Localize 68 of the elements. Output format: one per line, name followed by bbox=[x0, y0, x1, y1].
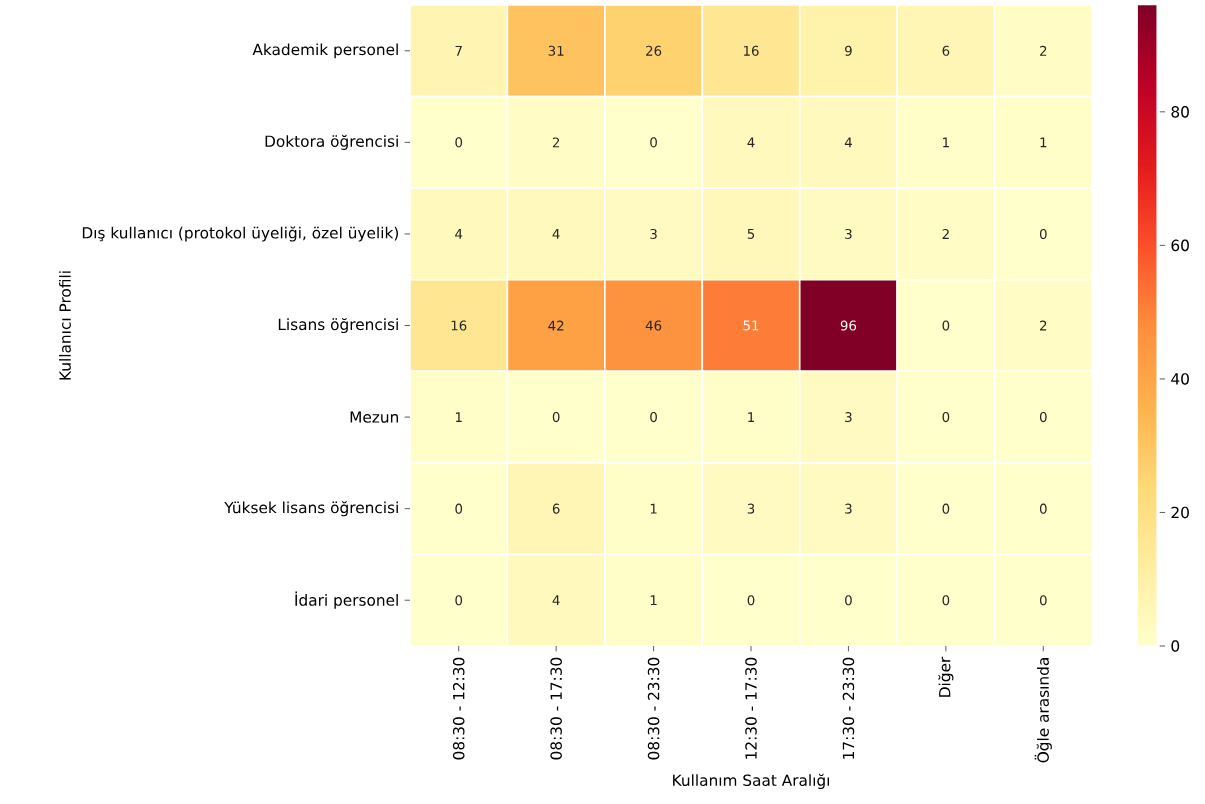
data-label: 0 bbox=[845, 595, 852, 606]
data-label: 6 bbox=[942, 45, 950, 56]
data-label: 1 bbox=[650, 595, 657, 606]
data-label: 51 bbox=[743, 320, 759, 331]
data-label: 1 bbox=[1040, 137, 1047, 148]
x-tick-label: 08:30 - 23:30 bbox=[647, 657, 660, 760]
data-label: 0 bbox=[552, 412, 560, 423]
data-label: 16 bbox=[743, 45, 759, 56]
x-axis-title: Kullanım Saat Aralığı bbox=[673, 773, 829, 789]
data-label: 6 bbox=[552, 503, 560, 514]
data-label: 9 bbox=[845, 45, 852, 56]
data-label: 2 bbox=[1040, 45, 1047, 56]
data-label: 4 bbox=[552, 229, 560, 239]
data-label: 4 bbox=[455, 229, 463, 239]
data-label: 0 bbox=[942, 412, 950, 423]
data-label: 1 bbox=[455, 412, 462, 422]
x-tick-label: 17:30 - 23:30 bbox=[842, 657, 855, 759]
y-tick-label: İdari personel bbox=[295, 591, 398, 609]
data-label: 0 bbox=[1039, 228, 1047, 239]
data-label: 0 bbox=[1039, 412, 1047, 423]
data-label: 0 bbox=[1039, 595, 1047, 606]
data-label: 1 bbox=[943, 137, 949, 148]
data-label: 7 bbox=[455, 45, 462, 56]
y-tick-label: Akademik personel bbox=[252, 43, 398, 59]
data-label: 31 bbox=[548, 45, 564, 56]
data-label: 4 bbox=[552, 595, 560, 606]
data-label: 42 bbox=[548, 320, 564, 331]
data-label: 2 bbox=[552, 137, 560, 148]
x-tick-label: 08:30 - 12:30 bbox=[452, 657, 465, 760]
data-label: 0 bbox=[455, 595, 463, 606]
data-label: 46 bbox=[645, 320, 662, 331]
data-label: 0 bbox=[942, 595, 950, 606]
data-label: 2 bbox=[1040, 320, 1047, 331]
color-bar-label: 40 bbox=[1171, 373, 1189, 385]
color-bar-label: 0 bbox=[1171, 640, 1180, 652]
x-tick-label: Diğer bbox=[938, 656, 954, 697]
data-label: 0 bbox=[747, 595, 755, 606]
y-tick-label: Dış kullanıcı (protokol üyeliği, özel üyelik) bbox=[82, 226, 399, 242]
data-label: 0 bbox=[455, 503, 463, 514]
data-label: 3 bbox=[845, 503, 852, 514]
data-label: 3 bbox=[845, 412, 852, 423]
x-tick-label: Öğle arasında bbox=[1034, 658, 1052, 763]
data-label: 0 bbox=[942, 503, 950, 514]
y-tick-label: Yüksek lisans öğrencisi bbox=[224, 501, 398, 517]
color-bar-label: 20 bbox=[1171, 506, 1189, 519]
y-tick-label: Lisans öğrencisi bbox=[278, 317, 398, 334]
data-label: 0 bbox=[1039, 503, 1047, 514]
data-label: 0 bbox=[650, 412, 657, 423]
data-label: 0 bbox=[650, 137, 657, 148]
data-label: 3 bbox=[650, 228, 657, 239]
x-tick-label: 08:30 - 17:30 bbox=[550, 657, 562, 760]
data-label: 3 bbox=[845, 228, 852, 239]
y-tick-label: Mezun bbox=[350, 411, 398, 423]
color-bar-label: 60 bbox=[1171, 239, 1189, 252]
x-tick-label: 12:30 - 17:30 bbox=[745, 657, 757, 759]
data-label: 1 bbox=[650, 503, 657, 514]
data-label: 0 bbox=[942, 320, 950, 331]
y-axis-title: Kullanıcı Profili bbox=[59, 271, 71, 380]
data-label: 4 bbox=[747, 137, 755, 148]
data-label: 4 bbox=[844, 137, 852, 148]
y-tick-label: Doktora öğrencisi bbox=[265, 134, 398, 150]
data-label: 1 bbox=[748, 412, 755, 422]
color-bar-label: 80 bbox=[1171, 106, 1189, 118]
data-label: 5 bbox=[747, 228, 755, 239]
data-label: 96 bbox=[840, 320, 857, 331]
data-label: 3 bbox=[747, 503, 755, 514]
data-label: 26 bbox=[646, 45, 662, 56]
data-label: 2 bbox=[942, 228, 949, 239]
